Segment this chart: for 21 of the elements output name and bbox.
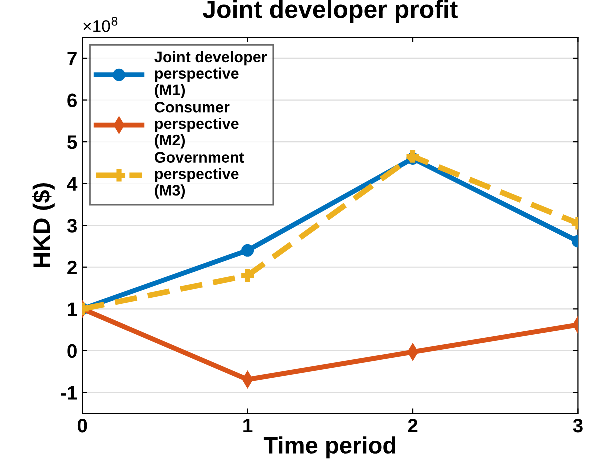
legend-label: Government perspective (M3) bbox=[155, 152, 244, 199]
y-tick-label: 2 bbox=[68, 260, 77, 274]
x-tick-label: 1 bbox=[244, 419, 253, 433]
x-tick-label: 3 bbox=[573, 418, 583, 433]
y-tick-label: -1 bbox=[61, 386, 78, 400]
point bbox=[242, 244, 254, 257]
x-axis-title: Time period bbox=[264, 436, 396, 459]
y-tick-label: 7 bbox=[68, 52, 77, 66]
legend-label: Joint developer perspective (M1) bbox=[154, 51, 268, 99]
x-tick-label: 2 bbox=[408, 418, 418, 433]
chart-title: Joint developer profit bbox=[203, 0, 458, 24]
y-tick-label: 1 bbox=[68, 302, 78, 316]
y-axis-title: HKD ($) bbox=[32, 183, 55, 268]
y-tick-label: 4 bbox=[67, 177, 78, 191]
y-tick-label: 6 bbox=[68, 94, 78, 108]
legend-label: Consumer perspective (M2) bbox=[155, 102, 239, 149]
y-tick-label: 0 bbox=[68, 344, 77, 358]
y-tick-label: 3 bbox=[67, 219, 78, 233]
text: ×10$^{8}$ bbox=[84, 17, 118, 32]
x-tick-label: 0 bbox=[78, 418, 88, 433]
y-tick-label: 5 bbox=[68, 136, 78, 150]
